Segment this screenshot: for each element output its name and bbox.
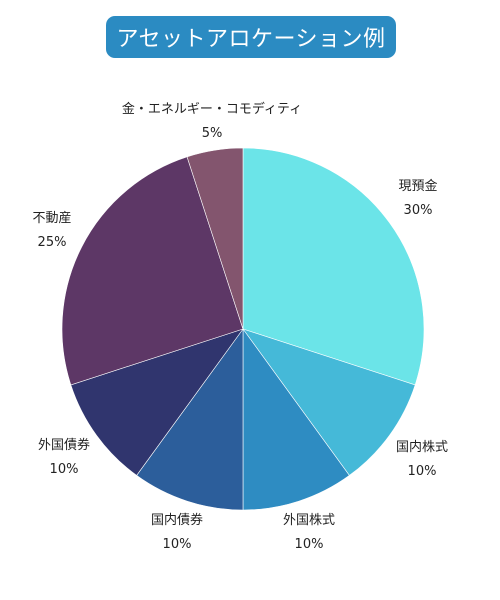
chart-title-badge: アセットアロケーション例 [106,16,396,58]
slice-value-label: 25% [38,235,67,250]
slice-name-label: 不動産 [32,210,71,226]
slice-value-label: 10% [295,537,324,552]
slice-name-label: 外国債券 [38,437,90,453]
slice-value-label: 30% [404,203,433,218]
pie-slice [136,328,244,511]
slice-name-label: 国内債券 [151,512,203,528]
pie-slices [61,147,425,511]
pie-slice [61,156,244,386]
chart-title: アセットアロケーション例 [116,27,386,52]
slice-name-label: 国内株式 [396,439,448,455]
slice-name-label: 現預金 [398,178,437,194]
pie-slice [242,328,416,476]
pie-slice [242,147,425,386]
slice-value-label: 5% [202,126,223,141]
pie-slice [186,147,244,330]
slice-value-label: 10% [408,464,437,479]
slice-name-label: 金・エネルギー・コモディティ [122,101,302,117]
pie-slice [242,328,350,511]
slice-value-label: 10% [163,537,192,552]
pie-slice [70,328,244,476]
slice-name-label: 外国株式 [283,513,335,528]
pie-labels: 現預金 30% 国内株式 10% 外国株式 10% 国内債券 10% 外国債券 10% 不動産 25%… [32,101,448,552]
slice-value-label: 10% [50,462,79,477]
